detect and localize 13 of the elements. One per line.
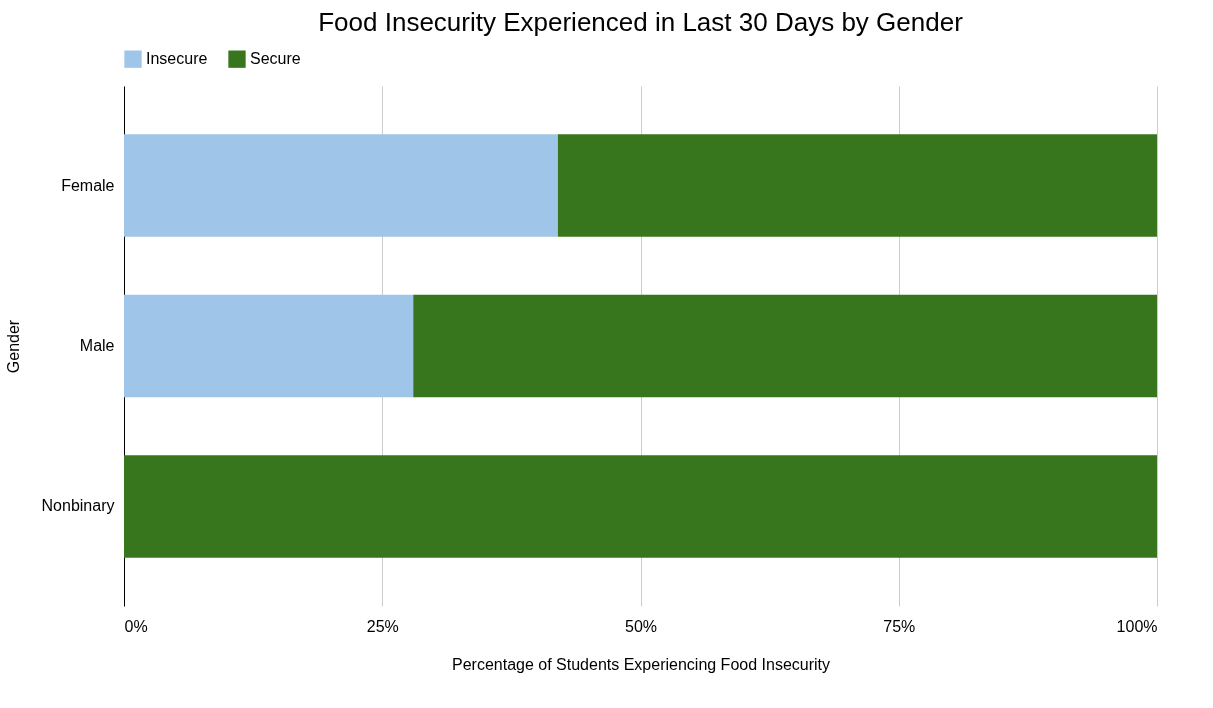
y-tick-label: Female (61, 176, 115, 194)
x-tick-label: 100% (1116, 617, 1158, 635)
x-tick-label: 25% (366, 617, 399, 635)
legend-label: Secure (250, 50, 301, 68)
chart-title: Food Insecurity Experienced in Last 30 Days by Gender (318, 7, 964, 37)
x-tick-label: 50% (624, 617, 658, 635)
x-tick-label: 75% (883, 617, 916, 635)
legend-label: Insecure (146, 50, 208, 68)
y-tick-label: Male (79, 337, 115, 354)
x-tick-label: 0% (124, 617, 148, 635)
y-tick-label: Nonbinary (41, 497, 115, 515)
x-axis-title: Percentage of Students Experiencing Food Insecurity (452, 655, 830, 673)
y-axis-title: Gender (4, 319, 22, 374)
